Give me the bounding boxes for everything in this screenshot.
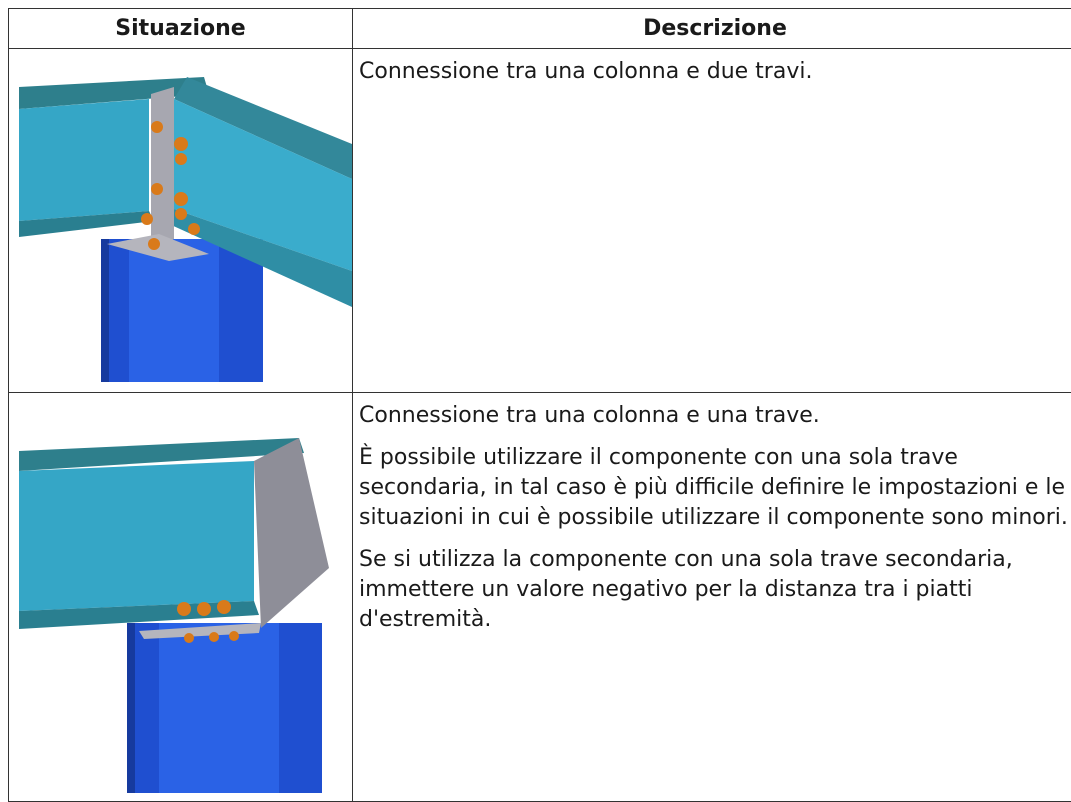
image-cell bbox=[9, 393, 353, 802]
description-cell: Connessione tra una colonna e una trave.… bbox=[353, 393, 1071, 802]
header-cell: Situazione bbox=[9, 9, 353, 49]
image-cell bbox=[9, 49, 353, 393]
page: Situazione Descrizione bbox=[0, 0, 1071, 783]
header-cell: Descrizione bbox=[353, 9, 1071, 49]
description-cell: Connessione tra una colonna e due travi. bbox=[353, 49, 1071, 393]
table: Situazione Descrizione bbox=[8, 8, 1071, 802]
illustration bbox=[9, 393, 352, 793]
illustration bbox=[9, 49, 352, 384]
header-row: Situazione Descrizione bbox=[9, 9, 1071, 49]
row: Connessione tra una colonna e due travi. bbox=[9, 49, 1071, 393]
row: Connessione tra una colonna e una trave.… bbox=[9, 393, 1071, 802]
paragraph: Connessione tra una colonna e una trave. bbox=[359, 401, 1071, 431]
paragraph: Connessione tra una colonna e due travi. bbox=[359, 57, 1071, 87]
paragraph: Se si utilizza la componente con una sol… bbox=[359, 545, 1071, 635]
paragraph: È possibile utilizzare il componente con… bbox=[359, 443, 1071, 533]
